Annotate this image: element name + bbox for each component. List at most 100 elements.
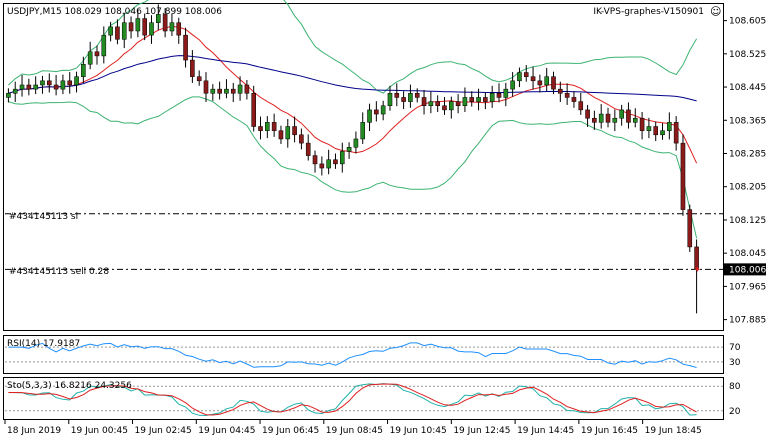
time-tick-label: 19 Jun 02:45	[135, 426, 192, 436]
candle-body	[626, 109, 631, 123]
candle	[19, 75, 25, 97]
candle-body	[244, 84, 250, 94]
candle-body	[251, 93, 256, 127]
candle	[360, 112, 366, 144]
candle	[578, 92, 584, 115]
candle	[496, 83, 502, 103]
candle-body	[217, 88, 222, 94]
candle-body	[33, 84, 38, 90]
candle-body	[449, 101, 454, 111]
stoch-tick-label: 20	[729, 407, 741, 417]
candle-body	[196, 76, 202, 82]
candle-body	[156, 14, 161, 23]
candle-body	[578, 101, 584, 111]
candle	[94, 45, 100, 65]
candle	[135, 9, 141, 38]
candle-body	[523, 72, 529, 77]
candle-body	[40, 80, 45, 86]
candle-body	[435, 101, 440, 106]
candle	[156, 4, 161, 31]
bollinger-upper-line	[8, 0, 698, 94]
price-tick-label: 108.445	[729, 83, 766, 93]
candle	[339, 142, 345, 173]
candle-body	[646, 126, 652, 131]
time-tick-label: 19 Jun 14:45	[517, 426, 574, 436]
candle	[81, 56, 86, 83]
candle-body	[203, 80, 209, 94]
candle-body	[380, 105, 386, 115]
time-tick-label: 19 Jun 06:45	[262, 426, 319, 436]
smiley-icon: ☺	[710, 5, 721, 18]
candle-body	[571, 97, 577, 102]
candle	[401, 91, 406, 110]
candle-body	[12, 88, 18, 94]
price-tick-label: 108.125	[729, 216, 766, 226]
candle	[483, 92, 488, 110]
time-tick-label: 19 Jun 16:45	[581, 426, 638, 436]
candle	[237, 76, 243, 101]
time-tick-label: 19 Jun 00:45	[71, 426, 128, 436]
candle	[503, 82, 509, 107]
vps-label: IK-VPS-graphes-V150901	[593, 7, 704, 17]
candle	[435, 95, 440, 112]
candle	[462, 87, 468, 112]
candle	[74, 71, 79, 93]
candle	[632, 108, 638, 128]
candle	[149, 15, 154, 44]
candle-body	[680, 142, 686, 210]
candle-body	[299, 134, 304, 144]
candle-body	[367, 109, 372, 123]
candle-body	[265, 122, 270, 131]
candle-body	[510, 80, 515, 90]
candle	[619, 104, 624, 126]
stoch-layer: 80 20	[5, 382, 741, 417]
candle-body	[258, 126, 263, 131]
candle	[646, 117, 652, 139]
candle	[326, 149, 331, 175]
sell-line-label: #434145113 sell 0.28	[9, 267, 109, 277]
candle-body	[421, 97, 427, 106]
candle	[673, 116, 679, 151]
symbol-info: USDJPY,M15 108.029 108.046 107.899 108.0…	[7, 7, 222, 17]
candle-body	[319, 163, 325, 169]
candle	[12, 81, 18, 103]
candle-body	[237, 84, 243, 94]
time-tick-label: 18 Jun 2019	[7, 426, 61, 436]
candle-body	[128, 22, 134, 32]
candle	[230, 82, 236, 103]
candle-body	[401, 97, 406, 102]
candle-body	[619, 109, 624, 119]
candle	[190, 50, 195, 83]
candle-body	[483, 97, 488, 102]
candle	[571, 91, 577, 108]
rsi-line	[8, 342, 697, 368]
rsi-label: RSI(14) 17.9187	[7, 339, 80, 349]
candle-body	[305, 142, 311, 156]
candle	[544, 67, 549, 92]
candle-body	[694, 246, 699, 270]
candle-body	[612, 117, 618, 123]
candle	[523, 65, 529, 82]
candle-body	[115, 26, 120, 40]
candle	[469, 91, 475, 107]
candle	[346, 142, 352, 159]
candle-body	[19, 84, 25, 90]
time-tick-label: 19 Jun 08:45	[326, 426, 383, 436]
candle-body	[667, 122, 672, 131]
candle	[292, 116, 297, 143]
candle	[687, 204, 693, 252]
candle-body	[517, 72, 522, 82]
candle	[101, 26, 107, 64]
candle-body	[346, 147, 352, 152]
candle-body	[142, 18, 147, 36]
candle-body	[312, 155, 318, 165]
candle-body	[544, 76, 549, 86]
candle-body	[285, 126, 291, 140]
candle	[414, 88, 420, 103]
candle-body	[489, 93, 495, 102]
candle	[108, 21, 113, 42]
price-tick-label: 108.605	[729, 17, 766, 27]
candle	[585, 104, 590, 127]
ma-blue-line	[8, 55, 697, 102]
